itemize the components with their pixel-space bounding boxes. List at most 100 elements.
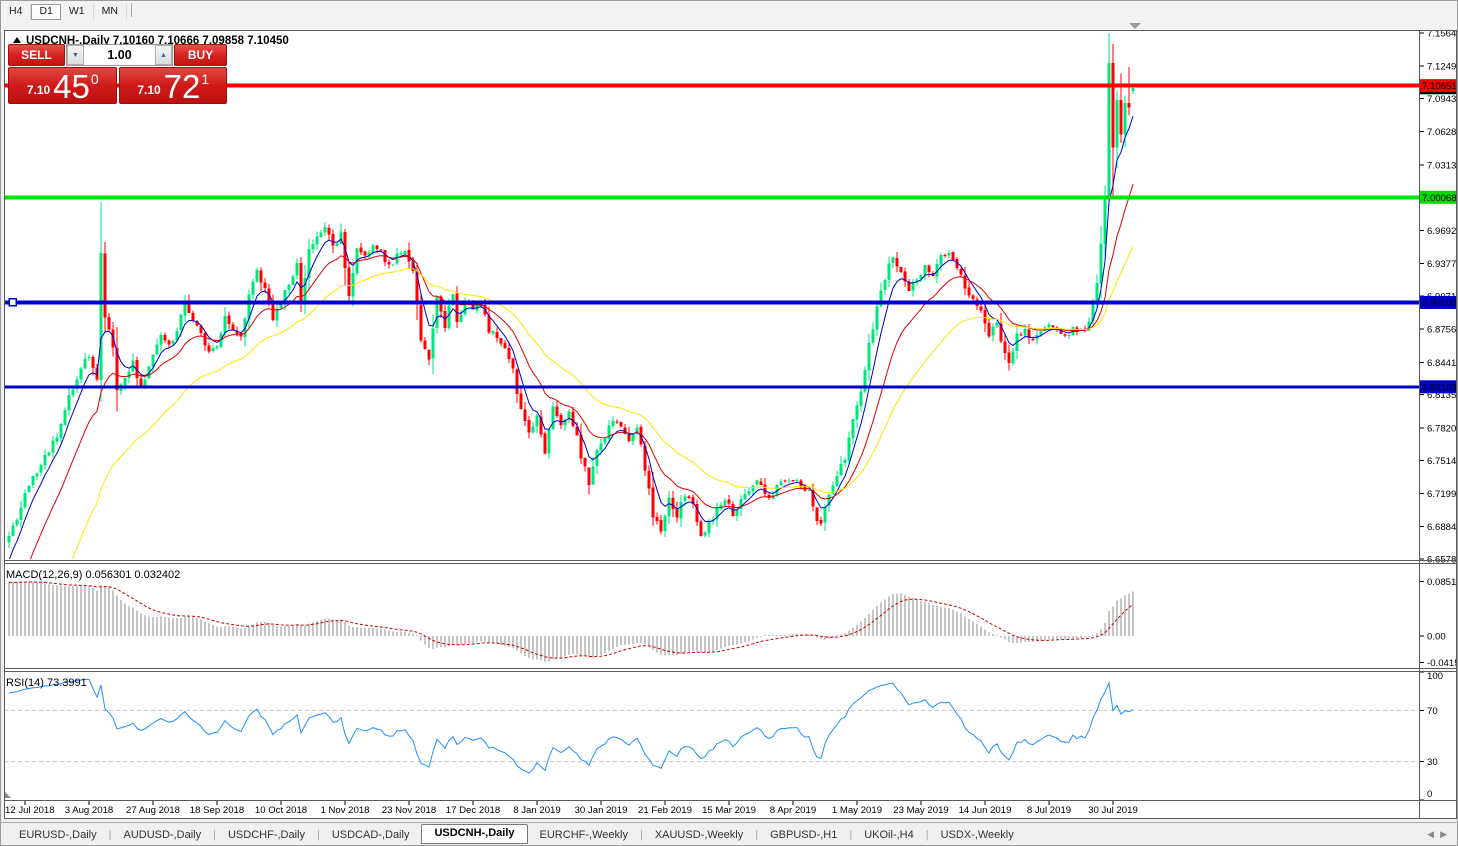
one-click-trading-panel: SELL ▼ 1.00 ▲ BUY 7.10 45 0 7.10 72 1	[8, 44, 227, 104]
svg-text:8 Jan 2019: 8 Jan 2019	[513, 805, 560, 816]
volume-value[interactable]: 1.00	[107, 48, 132, 62]
svg-text:1 May 2019: 1 May 2019	[832, 805, 882, 816]
svg-text:6.82103: 6.82103	[1422, 382, 1457, 393]
svg-text:18 Sep 2018: 18 Sep 2018	[190, 805, 244, 816]
svg-text:6.93770: 6.93770	[1427, 259, 1458, 270]
macd-axis: 0.085164 0.00 -0.041595	[1419, 577, 1458, 669]
ma-fast-blue	[8, 116, 1134, 559]
tab-divider: |	[755, 829, 759, 841]
tab-divider: |	[925, 829, 929, 841]
chart-tab-usdx-weekly[interactable]: USDX-,Weekly	[940, 829, 1014, 841]
date-axis: 12 Jul 2018 3 Aug 2018 27 Aug 2018 18 Sep 2…	[5, 801, 1138, 816]
ma-slow-yellow	[71, 245, 1134, 559]
svg-text:7.00068: 7.00068	[1422, 193, 1457, 204]
svg-text:8 Jul 2019: 8 Jul 2019	[1027, 805, 1071, 816]
candles	[7, 33, 1135, 548]
svg-text:12 Jul 2018: 12 Jul 2018	[5, 805, 55, 816]
timeframe-button-h4[interactable]: H4	[1, 4, 32, 20]
scroll-position-icon	[1129, 23, 1141, 29]
buy-price-main: 72	[163, 68, 201, 105]
rsi-label: RSI(14) 73.3991	[6, 677, 87, 689]
svg-text:14 Jun 2019: 14 Jun 2019	[959, 805, 1012, 816]
buy-price-box[interactable]: 7.10 72 1	[118, 67, 227, 105]
svg-text:6.87560: 6.87560	[1427, 325, 1458, 336]
sell-price-main: 45	[53, 68, 90, 105]
svg-text:6.71990: 6.71990	[1427, 489, 1458, 500]
volume-decrease-icon[interactable]: ▼	[67, 45, 84, 65]
svg-text:23 May 2019: 23 May 2019	[893, 805, 948, 816]
svg-text:7.03130: 7.03130	[1427, 160, 1458, 171]
svg-text:100: 100	[1427, 671, 1443, 682]
chart-tab-eurusd-daily[interactable]: EURUSD-,Daily	[19, 829, 97, 841]
sell-button[interactable]: SELL	[8, 44, 65, 66]
toolbar-separator	[130, 2, 132, 17]
chart-tab-ukoil-h4[interactable]: UKOil-,H4	[864, 829, 914, 841]
svg-text:30 Jul 2019: 30 Jul 2019	[1088, 805, 1138, 816]
volume-spinner: ▼ 1.00 ▲	[66, 44, 173, 66]
moving-averages	[8, 116, 1134, 559]
svg-text:21 Feb 2019: 21 Feb 2019	[638, 805, 692, 816]
svg-text:6.75140: 6.75140	[1427, 456, 1458, 467]
svg-text:3 Aug 2018: 3 Aug 2018	[65, 805, 114, 816]
svg-text:15 Mar 2019: 15 Mar 2019	[702, 805, 756, 816]
sell-price-box[interactable]: 7.10 45 0	[8, 67, 117, 104]
chart-tab-usdchf-daily[interactable]: USDCHF-,Daily	[227, 829, 305, 841]
svg-text:6.68840: 6.68840	[1427, 522, 1458, 533]
svg-text:7.12490: 7.12490	[1427, 62, 1458, 73]
svg-text:7.06280: 7.06280	[1427, 127, 1458, 138]
pane-resize-grip-icon[interactable]	[5, 792, 11, 798]
buy-button[interactable]: BUY	[174, 44, 227, 66]
chart-tab-usdcnh-daily[interactable]: USDCNH-,Daily	[421, 824, 528, 844]
svg-text:0.00: 0.00	[1427, 632, 1446, 643]
tab-divider: |	[213, 829, 216, 841]
timeframe-button-w1[interactable]: W1	[61, 4, 94, 20]
svg-text:30 Jan 2019: 30 Jan 2019	[575, 805, 628, 816]
svg-text:17 Dec 2018: 17 Dec 2018	[446, 805, 500, 816]
chart-tabbar: EURUSD-,Daily | AUDUSD-,Daily | USDCHF-,Dail…	[1, 822, 1457, 845]
svg-text:6.90100: 6.90100	[1422, 298, 1457, 309]
svg-text:10 Oct 2018: 10 Oct 2018	[255, 805, 307, 816]
chart-tab-gbpusd-h1[interactable]: GBPUSD-,H1	[770, 829, 838, 841]
tab-divider: |	[108, 829, 112, 841]
svg-text:-0.041595: -0.041595	[1427, 658, 1458, 669]
svg-text:1 Nov 2018: 1 Nov 2018	[320, 805, 369, 816]
svg-text:7.10651: 7.10651	[1422, 81, 1457, 92]
tab-scroll-arrows[interactable]: ◀▶	[1427, 829, 1453, 839]
svg-text:8 Apr 2019: 8 Apr 2019	[770, 805, 816, 816]
collapse-icon[interactable]	[13, 37, 21, 43]
sell-price-pip: 0	[90, 71, 99, 87]
buy-price-pip: 1	[201, 71, 210, 87]
volume-increase-icon[interactable]: ▲	[155, 45, 172, 65]
svg-text:6.78200: 6.78200	[1427, 423, 1458, 434]
rsi-pane	[5, 678, 1418, 774]
timeframe-button-mn[interactable]: MN	[94, 4, 127, 20]
macd-pane	[8, 581, 1134, 663]
chart-tab-xauusd-weekly[interactable]: XAUUSD-,Weekly	[654, 829, 744, 841]
chart-tab-usdcad-daily[interactable]: USDCAD-,Daily	[331, 829, 410, 841]
tab-divider: |	[316, 829, 320, 841]
svg-text:30: 30	[1427, 757, 1438, 768]
chart-tab-eurchf-weekly[interactable]: EURCHF-,Weekly	[539, 829, 628, 841]
svg-text:70: 70	[1427, 706, 1438, 717]
svg-text:7.09430: 7.09430	[1427, 94, 1458, 105]
chart-tab-audusd-daily[interactable]: AUDUSD-,Daily	[123, 829, 202, 841]
horizontal-lines	[4, 83, 1419, 389]
svg-text:6.81350: 6.81350	[1427, 390, 1458, 401]
svg-text:6.84410: 6.84410	[1427, 358, 1458, 369]
svg-text:7.15640: 7.15640	[1427, 29, 1458, 40]
svg-text:0: 0	[1427, 789, 1432, 800]
tab-divider: |	[639, 829, 643, 841]
ma-mid-red	[30, 183, 1134, 559]
svg-text:23 Nov 2018: 23 Nov 2018	[382, 805, 436, 816]
svg-text:27 Aug 2018: 27 Aug 2018	[126, 805, 180, 816]
svg-text:6.96920: 6.96920	[1427, 226, 1458, 237]
timeframe-button-d1[interactable]: D1	[31, 4, 61, 20]
tab-divider: |	[849, 829, 853, 841]
buy-price-prefix: 7.10	[137, 83, 161, 97]
macd-label: MACD(12,26,9) 0.056301 0.032402	[6, 569, 180, 581]
pane-borders	[4, 30, 1457, 819]
svg-text:0.085164: 0.085164	[1427, 577, 1458, 588]
